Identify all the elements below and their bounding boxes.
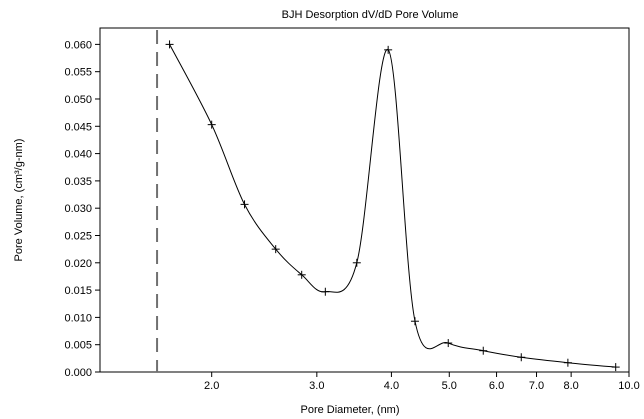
x-tick-label: 8.0 bbox=[563, 380, 578, 392]
data-point-marker bbox=[563, 358, 572, 367]
x-tick-label: 7.0 bbox=[529, 380, 544, 392]
data-point-marker bbox=[611, 363, 620, 372]
y-tick-label: 0.000 bbox=[64, 367, 92, 379]
y-tick-label: 0.010 bbox=[64, 312, 92, 324]
data-point-marker bbox=[165, 40, 174, 49]
y-tick-label: 0.015 bbox=[64, 285, 92, 297]
data-point-marker bbox=[410, 317, 419, 326]
data-point-marker bbox=[207, 120, 216, 129]
y-tick-label: 0.050 bbox=[64, 94, 92, 106]
x-axis-title: Pore Diameter, (nm) bbox=[300, 404, 399, 416]
x-tick-label: 5.0 bbox=[442, 380, 457, 392]
series-line bbox=[169, 44, 616, 368]
y-tick-label: 0.055 bbox=[64, 67, 92, 79]
y-tick-label: 0.060 bbox=[64, 39, 92, 51]
y-tick-label: 0.040 bbox=[64, 149, 92, 161]
y-tick-label: 0.025 bbox=[64, 230, 92, 242]
data-point-marker bbox=[321, 287, 330, 296]
data-point-marker bbox=[271, 245, 280, 254]
y-tick-label: 0.005 bbox=[64, 340, 92, 352]
y-tick-label: 0.035 bbox=[64, 176, 92, 188]
data-layer bbox=[156, 30, 620, 372]
y-tick-label: 0.020 bbox=[64, 258, 92, 270]
data-point-marker bbox=[517, 353, 526, 362]
y-axis: 0.000 0.005 0.010 0.015 0.020 0.025 0.030 0.035… bbox=[64, 39, 100, 379]
y-axis-title: Pore Volume, (cm³/g-nm) bbox=[13, 139, 25, 262]
data-point-marker bbox=[384, 45, 393, 54]
data-point-marker bbox=[240, 200, 249, 209]
x-axis: 2.0 3.0 4.0 5.0 6.0 7.0 8.0 10.0 bbox=[204, 372, 640, 392]
x-tick-label: 6.0 bbox=[489, 380, 504, 392]
chart-title: BJH Desorption dV/dD Pore Volume bbox=[282, 9, 459, 21]
y-tick-label: 0.030 bbox=[64, 203, 92, 215]
data-point-marker bbox=[297, 270, 306, 279]
data-point-marker bbox=[479, 346, 488, 355]
x-tick-label: 10.0 bbox=[618, 380, 639, 392]
plot-area-frame bbox=[99, 27, 630, 373]
data-point-marker bbox=[444, 339, 453, 348]
x-tick-label: 3.0 bbox=[309, 380, 324, 392]
x-tick-label: 4.0 bbox=[384, 380, 399, 392]
x-tick-label: 2.0 bbox=[204, 380, 219, 392]
data-point-marker bbox=[352, 258, 361, 267]
y-tick-label: 0.045 bbox=[64, 121, 92, 133]
